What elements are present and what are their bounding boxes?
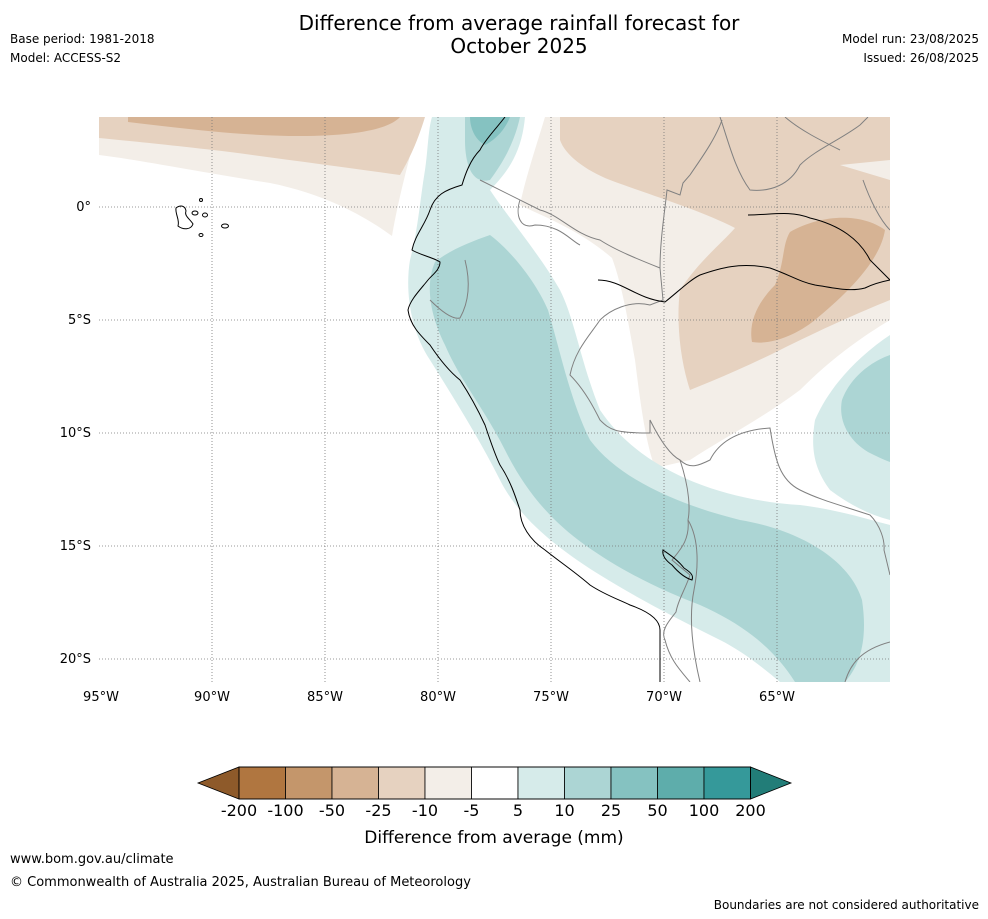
footer-note: Boundaries are not considered authoritat… <box>713 898 979 912</box>
colorbar-tick-label: -5 <box>464 801 480 820</box>
lat-tick-label: 5°S <box>68 313 91 328</box>
colorbar-tick-label: -25 <box>365 801 391 820</box>
rainfall-anomaly-fields <box>99 117 890 682</box>
anomaly-region-andes-medium <box>429 117 865 682</box>
anomaly-region-east-medium <box>841 355 890 462</box>
lon-tick-label: 95°W <box>83 690 119 705</box>
issued-text: Issued: 26/08/2025 <box>863 51 979 65</box>
colorbar-extend-high <box>750 766 793 800</box>
anomaly-region-nw-dark <box>128 117 400 136</box>
colorbar-bins <box>238 766 751 800</box>
colorbar-bin <box>331 766 379 800</box>
lat-tick-label: 20°S <box>60 652 91 667</box>
country-boundaries <box>429 117 890 682</box>
footer-copyright: © Commonwealth of Australia 2025, Austra… <box>10 875 471 890</box>
colorbar-tick-label: -100 <box>267 801 303 820</box>
lon-tick-label: 75°W <box>533 690 569 705</box>
footer-url[interactable]: www.bom.gov.au/climate <box>10 852 174 867</box>
lon-tick-label: 70°W <box>646 690 682 705</box>
colorbar-bin <box>471 766 519 800</box>
colorbar-tick-label: -200 <box>221 801 257 820</box>
chart-title-line2: October 2025 <box>450 34 588 58</box>
lon-tick-label: 85°W <box>307 690 343 705</box>
colorbar-title: Difference from average (mm) <box>364 828 623 848</box>
colorbar-tick-label: 200 <box>735 801 766 820</box>
base-period-text: Base period: 1981-2018 <box>10 32 155 46</box>
colorbar-bin <box>517 766 565 800</box>
colorbar-bin <box>657 766 705 800</box>
coastline <box>407 117 890 682</box>
chart-title: Difference from average rainfall forecas… <box>0 12 988 58</box>
colorbar-bin <box>285 766 333 800</box>
lat-tick-label: 10°S <box>60 426 91 441</box>
model-run-text: Model run: 23/08/2025 <box>841 32 979 46</box>
colorbar-outline <box>238 766 751 800</box>
colorbar-tick-label: 5 <box>513 801 523 820</box>
colorbar-bin <box>238 766 286 800</box>
colorbar-bin <box>703 766 751 800</box>
lon-tick-labels: 95°W 90°W 85°W 80°W 75°W 70°W 65°W <box>83 690 795 705</box>
chart-title-line1: Difference from average rainfall forecas… <box>298 11 740 35</box>
colorbar-bin <box>378 766 426 800</box>
meta-right: Model run: 23/08/2025 Issued: 26/08/2025 <box>842 30 979 68</box>
colorbar-tick-label: -50 <box>319 801 345 820</box>
lake-titicaca <box>662 549 693 581</box>
colorbar-tick-label: 50 <box>647 801 667 820</box>
colorbar-tick-label: 25 <box>601 801 621 820</box>
colorbar-bin <box>564 766 612 800</box>
colorbar-extend-low <box>196 766 240 800</box>
galapagos-islands <box>175 198 229 237</box>
lon-tick-label: 80°W <box>420 690 456 705</box>
lat-tick-label: 15°S <box>60 539 91 554</box>
colorbar-bin <box>610 766 658 800</box>
model-text: Model: ACCESS-S2 <box>10 51 122 65</box>
colorbar: -200 -100 -50 -25 -10 -5 5 10 25 50 100 … <box>196 766 793 848</box>
colorbar-tick-label: -10 <box>412 801 438 820</box>
colorbar-tick-label: 10 <box>554 801 574 820</box>
colorbar-tick-label: 100 <box>689 801 720 820</box>
lat-tick-label: 0° <box>76 200 91 215</box>
colorbar-bin <box>424 766 472 800</box>
map-panel <box>99 117 890 682</box>
lat-tick-labels: 0° 5°S 10°S 15°S 20°S <box>60 200 91 667</box>
anomaly-region-ne-dark <box>751 217 885 343</box>
lon-tick-label: 90°W <box>194 690 230 705</box>
map-gridlines <box>99 117 890 682</box>
amazon-river <box>597 265 890 303</box>
lon-tick-label: 65°W <box>759 690 795 705</box>
meta-left: Base period: 1981-2018 Model: ACCESS-S2 <box>10 30 155 68</box>
